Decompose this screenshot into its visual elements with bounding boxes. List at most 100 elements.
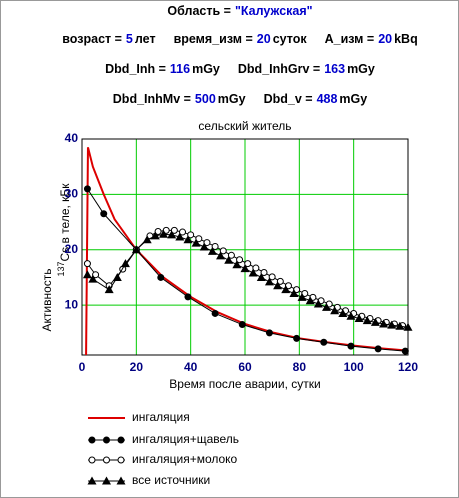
param-value: 163 bbox=[324, 62, 345, 76]
legend-marker bbox=[102, 476, 111, 485]
marker bbox=[100, 210, 108, 218]
marker bbox=[289, 289, 299, 298]
marker bbox=[195, 235, 203, 243]
marker bbox=[244, 260, 252, 268]
param-value: 488 bbox=[317, 92, 338, 106]
marker bbox=[120, 259, 130, 268]
param-unit: kBq bbox=[394, 32, 418, 46]
param-label: время_изм = bbox=[174, 32, 253, 46]
x-tick-label: 60 bbox=[238, 360, 252, 374]
marker bbox=[268, 273, 276, 281]
marker bbox=[159, 229, 168, 238]
marker bbox=[362, 316, 372, 325]
header-line: возраст = 5 лет время_изм = 20 суток A_изм = 20… bbox=[62, 32, 417, 46]
marker bbox=[150, 231, 160, 240]
series bbox=[83, 226, 407, 330]
marker bbox=[227, 251, 235, 259]
legend-marker bbox=[88, 456, 96, 464]
marker bbox=[92, 271, 100, 279]
header-line: Dbd_Inh = 116 mGy Dbd_InhGrv = 163 mGy bbox=[105, 62, 375, 76]
param-label: A_изм = bbox=[325, 32, 375, 46]
y-tick-label: 20 bbox=[65, 242, 79, 256]
marker bbox=[175, 232, 185, 241]
marker bbox=[346, 311, 356, 320]
x-axis-label: Время после аварии, сутки bbox=[169, 377, 320, 391]
y-axis-label-rest: Cs в теле, кБк bbox=[58, 183, 72, 262]
marker bbox=[167, 230, 177, 239]
marker bbox=[232, 260, 242, 269]
marker bbox=[276, 277, 284, 285]
marker bbox=[370, 317, 380, 326]
x-tick-label: 120 bbox=[398, 360, 418, 374]
marker bbox=[211, 309, 219, 317]
marker bbox=[293, 334, 301, 342]
marker bbox=[354, 313, 364, 322]
param-value: 500 bbox=[195, 92, 216, 106]
param-unit: mGy bbox=[218, 92, 246, 106]
marker bbox=[305, 296, 315, 305]
marker bbox=[260, 268, 268, 276]
legend-marker bbox=[87, 476, 97, 485]
marker bbox=[83, 185, 91, 193]
marker bbox=[154, 227, 162, 235]
marker bbox=[104, 285, 114, 294]
marker bbox=[183, 235, 193, 244]
marker bbox=[199, 242, 209, 251]
param-value: 116 bbox=[170, 62, 190, 76]
param-unit: mGy bbox=[192, 62, 220, 76]
legend-marker bbox=[88, 436, 96, 444]
marker bbox=[179, 228, 187, 236]
marker bbox=[83, 260, 91, 268]
param-unit: mGy bbox=[347, 62, 375, 76]
param-unit: лет bbox=[135, 32, 156, 46]
marker bbox=[313, 299, 323, 308]
y-tick-label: 10 bbox=[65, 297, 79, 311]
marker bbox=[211, 242, 219, 250]
param-value: 20 bbox=[378, 32, 392, 46]
marker bbox=[236, 256, 244, 264]
marker bbox=[338, 308, 348, 317]
header-line: Dbd_InhMv = 500 mGy Dbd_v = 488 mGy bbox=[113, 92, 367, 106]
chart-title: сельский житель bbox=[198, 119, 291, 133]
marker bbox=[387, 320, 397, 329]
x-tick-label: 40 bbox=[184, 360, 198, 374]
legend-label: все источники bbox=[132, 473, 210, 487]
legend-marker bbox=[117, 436, 125, 444]
plot-frame bbox=[81, 138, 409, 356]
series-line bbox=[85, 147, 409, 356]
marker bbox=[401, 347, 409, 355]
param-label: Dbd_v = bbox=[264, 92, 313, 106]
param-label: Область = bbox=[167, 4, 231, 18]
marker bbox=[240, 264, 250, 273]
legend-marker bbox=[116, 476, 126, 485]
marker bbox=[82, 270, 92, 279]
marker bbox=[207, 246, 217, 255]
marker bbox=[265, 329, 273, 337]
legend-marker bbox=[117, 456, 125, 464]
param-unit: mGy bbox=[339, 92, 367, 106]
marker bbox=[374, 345, 382, 353]
y-tick-label: 40 bbox=[65, 131, 79, 145]
marker bbox=[88, 274, 98, 283]
marker bbox=[131, 245, 141, 254]
y-axis-label-2: 137Cs в теле, кБк bbox=[56, 183, 72, 277]
param-value: "Калужская" bbox=[235, 4, 313, 18]
legend-label: ингаляция+молоко bbox=[132, 452, 238, 466]
marker bbox=[170, 226, 178, 234]
marker bbox=[379, 319, 389, 328]
marker bbox=[256, 272, 266, 281]
marker bbox=[322, 302, 331, 311]
marker bbox=[273, 281, 283, 290]
series bbox=[85, 147, 409, 356]
param-label: Dbd_Inh = bbox=[105, 62, 166, 76]
marker bbox=[216, 251, 226, 260]
marker bbox=[219, 247, 227, 255]
x-tick-label: 0 bbox=[79, 360, 86, 374]
isotope: 137 bbox=[56, 262, 66, 277]
marker bbox=[347, 342, 355, 350]
marker bbox=[395, 321, 405, 330]
header-line: Область = "Калужская" bbox=[167, 4, 312, 18]
param-value: 20 bbox=[257, 32, 271, 46]
param-value: 5 bbox=[126, 32, 133, 46]
param-unit: суток bbox=[273, 32, 308, 46]
